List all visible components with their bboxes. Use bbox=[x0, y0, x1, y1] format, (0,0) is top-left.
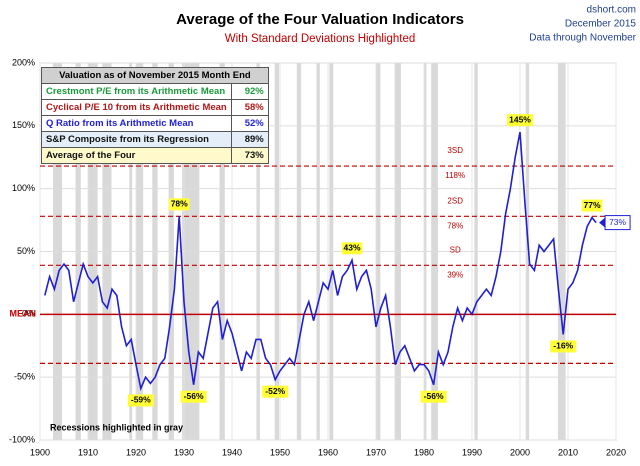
table-value: 52% bbox=[230, 115, 269, 132]
value-label-box bbox=[168, 198, 190, 211]
sd-name: 2SD bbox=[447, 196, 463, 205]
sd-name: 3SD bbox=[447, 146, 463, 155]
value-label-text: 43% bbox=[343, 243, 360, 253]
x-tick-label: 1990 bbox=[462, 447, 482, 457]
table-header-row: Valuation as of November 2015 Month End bbox=[41, 67, 269, 84]
x-tick-label: 1940 bbox=[222, 447, 242, 457]
mean-label: MEAN bbox=[10, 309, 37, 319]
sd-label: 78% bbox=[447, 221, 463, 230]
x-tick-label: 2010 bbox=[558, 447, 578, 457]
table-value: 73% bbox=[230, 147, 269, 164]
data-line bbox=[44, 131, 597, 392]
value-label-box bbox=[550, 340, 577, 353]
value-label-text: 145% bbox=[509, 114, 531, 124]
table-label: Cyclical P/E 10 from its Arithmetic Mean bbox=[41, 99, 232, 116]
value-label-text: -52% bbox=[265, 386, 285, 396]
source: Data through November bbox=[529, 33, 636, 44]
value-label-box bbox=[604, 215, 631, 231]
value-label-box bbox=[581, 199, 603, 212]
table-label: S&P Composite from its Regression bbox=[41, 131, 232, 148]
value-label: -52% bbox=[262, 385, 289, 398]
y-tick-label: 150% bbox=[12, 120, 35, 130]
x-tick-label: 1930 bbox=[174, 447, 194, 457]
table-row: S&P Composite from its Regression 89% bbox=[41, 131, 269, 148]
value-label: 77% bbox=[581, 199, 603, 212]
value-label: -56% bbox=[420, 390, 447, 403]
value-label-text: -56% bbox=[184, 391, 204, 401]
table-value: 58% bbox=[230, 99, 269, 116]
value-label-box bbox=[180, 390, 207, 403]
table-header: Valuation as of November 2015 Month End bbox=[41, 67, 269, 84]
value-label: -56% bbox=[180, 390, 207, 403]
source: dshort.com bbox=[587, 5, 636, 16]
y-tick-label: 0% bbox=[22, 309, 35, 319]
table-row: Q Ratio from its Arithmetic Mean 52% bbox=[41, 115, 269, 132]
x-tick-label: 1980 bbox=[414, 447, 434, 457]
x-tick-label: 1900 bbox=[30, 447, 50, 457]
value-label-box bbox=[341, 242, 363, 255]
value-label-box bbox=[507, 114, 533, 127]
y-tick-label: 50% bbox=[17, 246, 35, 256]
x-tick-label: 1920 bbox=[126, 447, 146, 457]
value-label: 145% bbox=[507, 114, 533, 127]
table-label: Crestmont P/E from its Arithmetic Mean bbox=[41, 83, 232, 100]
x-tick-label: 2000 bbox=[510, 447, 530, 457]
x-tick-label: 1910 bbox=[78, 447, 98, 457]
table-value: 92% bbox=[230, 83, 269, 100]
value-label-box bbox=[420, 390, 447, 403]
table-value: 89% bbox=[230, 131, 269, 148]
x-tick-label: 1960 bbox=[318, 447, 338, 457]
value-label-text: -16% bbox=[553, 341, 573, 351]
y-tick-label: -50% bbox=[14, 372, 35, 382]
value-label-text: -56% bbox=[424, 391, 444, 401]
value-label-text: -59% bbox=[131, 395, 151, 405]
sd-name: SD bbox=[450, 245, 461, 254]
value-label-box bbox=[127, 394, 154, 407]
table-label: Average of the Four bbox=[41, 147, 232, 164]
source: December 2015 bbox=[565, 19, 637, 30]
note: Recessions highlighted in gray bbox=[50, 422, 183, 432]
value-label: 43% bbox=[341, 242, 363, 255]
table-label: Q Ratio from its Arithmetic Mean bbox=[41, 115, 232, 132]
table-row: Crestmont P/E from its Arithmetic Mean 92… bbox=[41, 83, 269, 100]
value-label-arrow bbox=[599, 217, 606, 228]
x-tick-label: 2020 bbox=[606, 447, 626, 457]
x-tick-label: 1970 bbox=[366, 447, 386, 457]
value-label-text: 77% bbox=[583, 200, 600, 210]
y-tick-label: 100% bbox=[12, 183, 35, 193]
table-row: Cyclical P/E 10 from its Arithmetic Mean… bbox=[41, 99, 269, 116]
value-label: -59% bbox=[127, 394, 154, 407]
value-label: -16% bbox=[550, 340, 577, 353]
y-tick-label: -100% bbox=[9, 434, 35, 444]
value-label-text: 73% bbox=[609, 217, 626, 227]
value-label-text: 78% bbox=[171, 199, 188, 209]
value-label: 73% bbox=[599, 215, 631, 231]
sd-label: 39% bbox=[447, 270, 463, 279]
chart-title: Average of the Four Valuation Indicators bbox=[176, 11, 464, 28]
sd-label: 118% bbox=[445, 171, 465, 180]
value-label-box bbox=[262, 385, 289, 398]
chart-subtitle: With Standard Deviations Highlighted bbox=[225, 33, 416, 45]
value-label: 78% bbox=[168, 198, 190, 211]
x-tick-label: 1950 bbox=[270, 447, 290, 457]
y-tick-label: 200% bbox=[12, 57, 35, 67]
table-row: Average of the Four 73% bbox=[41, 147, 269, 164]
valuation-table: Valuation as of November 2015 Month End C… bbox=[41, 67, 269, 164]
